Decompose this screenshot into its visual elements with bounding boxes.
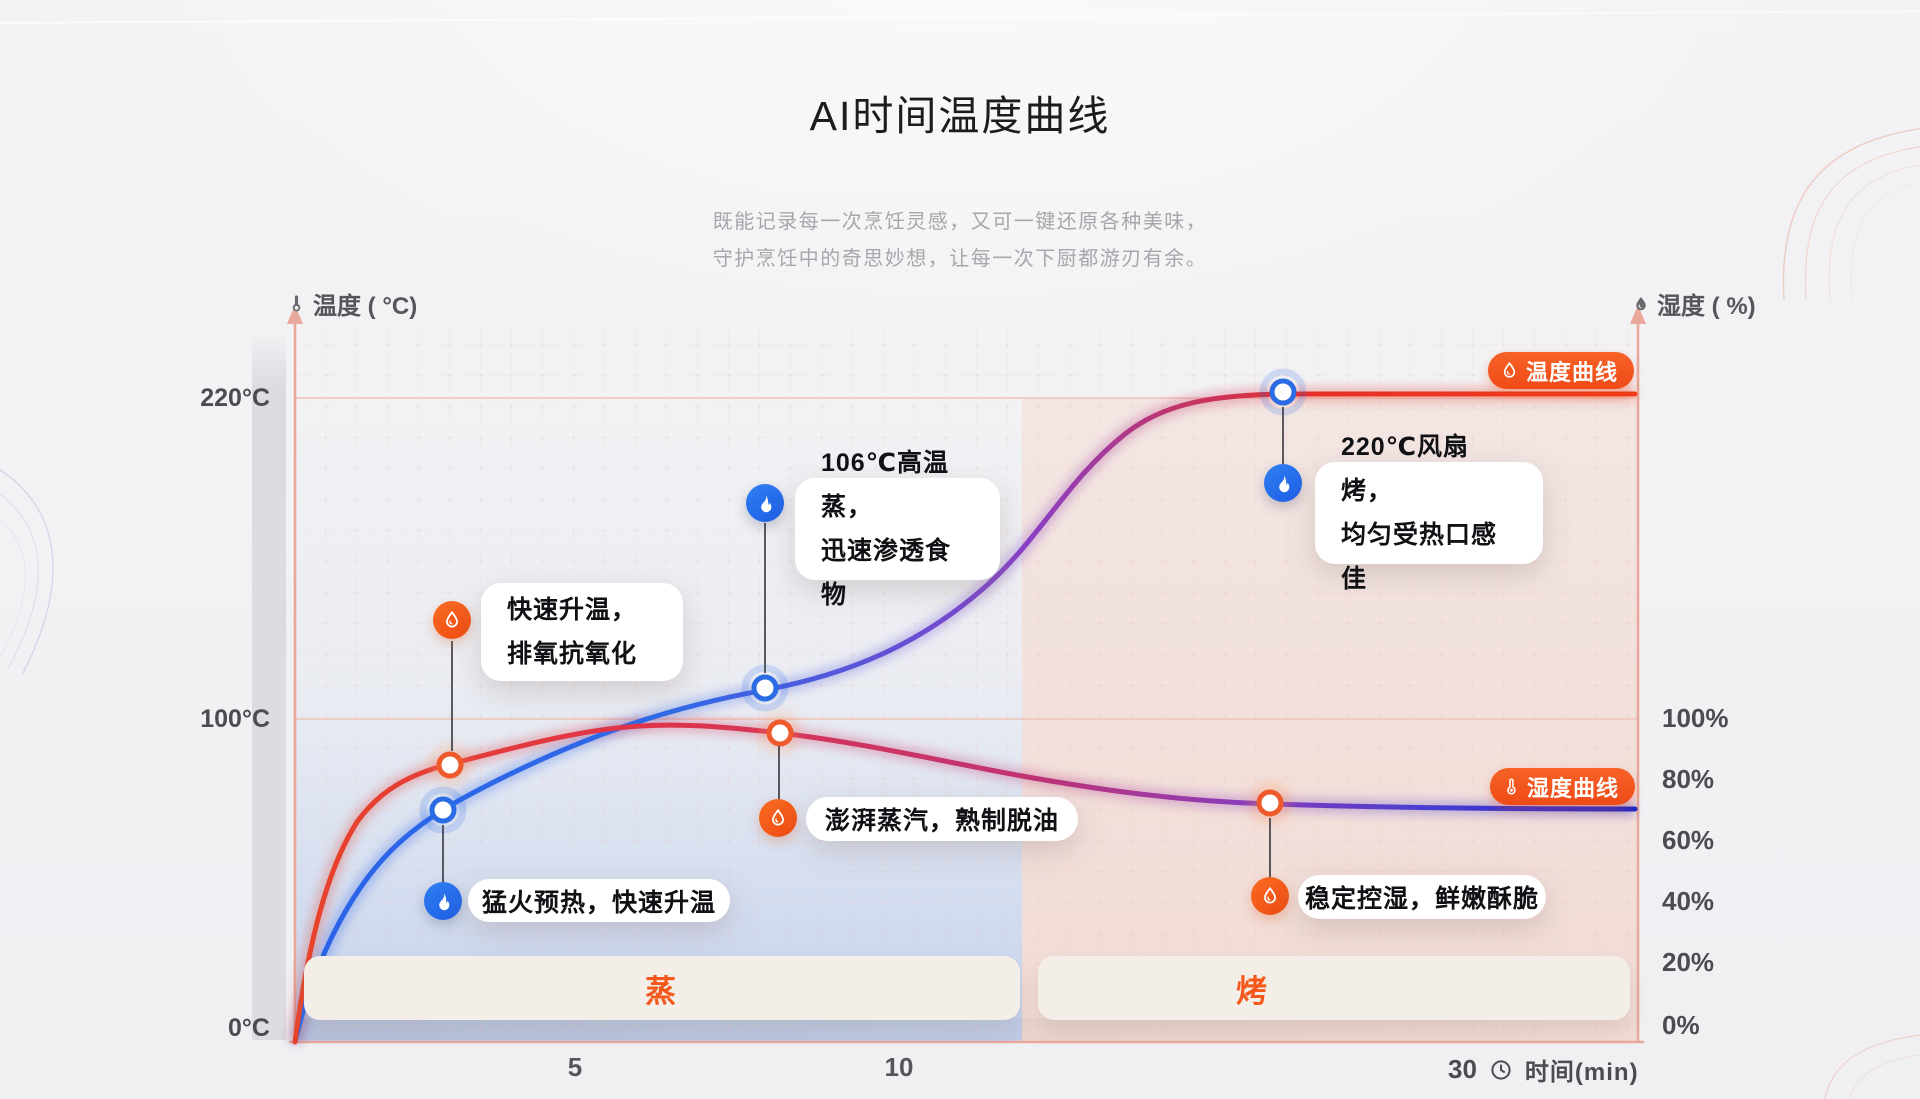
fastheat-icon-dot xyxy=(433,601,471,639)
callout-fast-heat-line1: 快速升温， xyxy=(507,596,638,624)
legend-temperature-badge[interactable]: 温度曲线 xyxy=(1488,352,1635,389)
humidity-axis-label: 湿度 ( %) xyxy=(1657,293,1756,320)
thermometer-icon xyxy=(292,294,301,311)
axis-wall-shadow xyxy=(252,332,286,1040)
callout-fast-heat-line2: 排氧抗氧化 xyxy=(507,640,638,668)
callout-preheat-text: 猛火预热，快速升温 xyxy=(481,888,716,917)
steam-power-icon-dot xyxy=(759,799,797,837)
callout-steam106-line2: 迅速渗透食物 xyxy=(821,537,952,609)
decor-swirl-corner xyxy=(1824,1034,1920,1099)
callout-steam106-line1: 106℃高温蒸， xyxy=(821,449,949,521)
hum-tick-100: 100% xyxy=(1662,703,1729,733)
decor-swirl-left xyxy=(0,469,54,675)
callout-steam-power-text: 澎湃蒸汽，熟制脱油 xyxy=(824,807,1059,835)
droplet-icon xyxy=(772,808,784,826)
callout-bake220: 220℃风扇烤， 均匀受热口感佳 xyxy=(1315,433,1543,593)
legend-humidity-badge[interactable]: 湿度曲线 xyxy=(1490,768,1636,805)
temperature-axis-label: 温度 ( °C) xyxy=(313,293,418,320)
connector-steam-power xyxy=(778,746,780,800)
humidity-control-icon-dot xyxy=(1251,877,1289,915)
zone-steam: 蒸 xyxy=(304,956,1020,1020)
temp-tick-220: 220°C xyxy=(200,384,270,412)
hum-tick-40: 40% xyxy=(1662,886,1715,916)
time-tick-30: 30 xyxy=(1448,1054,1477,1084)
zone-bake: 烤 xyxy=(1038,956,1630,1020)
connector-fastheat xyxy=(451,641,453,751)
connector-preheat xyxy=(442,825,444,883)
connector-steam106 xyxy=(764,523,766,673)
page-title: AI时间温度曲线 xyxy=(809,93,1111,139)
callout-steam-power: 澎湃蒸汽，熟制脱油 xyxy=(806,797,1078,841)
legend-humidity-label: 湿度曲线 xyxy=(1527,775,1620,801)
callout-humidity-control: 稳定控湿，鲜嫩酥脆 xyxy=(1298,875,1546,919)
top-edge-highlight xyxy=(0,10,1920,24)
hum-tick-0: 0% xyxy=(1662,1010,1700,1040)
callout-bake220-line1: 220℃风扇烤， xyxy=(1341,433,1469,505)
curve-plot xyxy=(287,305,1646,1045)
droplet-icon xyxy=(446,610,458,628)
callout-humidity-control-text: 稳定控湿，鲜嫩酥脆 xyxy=(1304,885,1539,913)
humidity-marker-control xyxy=(1248,781,1292,825)
humidity-marker-steam xyxy=(758,711,802,755)
preheat-icon-dot xyxy=(424,882,462,920)
callout-fast-heat: 快速升温， 排氧抗氧化 xyxy=(481,583,683,681)
droplet-icon xyxy=(1503,361,1516,378)
connector-humidity-control xyxy=(1269,818,1271,878)
connector-bake220 xyxy=(1282,407,1284,464)
temp-tick-100: 100°C xyxy=(200,705,270,733)
time-axis-label: 时间(min) xyxy=(1524,1059,1639,1086)
subtitle-line-2: 守护烹饪中的奇思妙想，让每一次下厨都游刃有余。 xyxy=(712,248,1208,270)
time-tick-5: 5 xyxy=(567,1052,583,1082)
flame-icon xyxy=(438,892,449,910)
thermometer-icon xyxy=(1507,778,1516,794)
time-axis-title-group: 30 时间(min) xyxy=(1448,1052,1639,1087)
droplet-icon xyxy=(1636,296,1646,310)
zone-bake-label: 烤 xyxy=(1236,973,1270,1009)
steam106-icon-dot xyxy=(746,484,784,522)
temp-tick-0: 0°C xyxy=(228,1014,270,1042)
hum-tick-60: 60% xyxy=(1662,825,1715,855)
zone-steam-label: 蒸 xyxy=(645,973,679,1009)
callout-preheat: 猛火预热，快速升温 xyxy=(468,879,730,922)
flame-icon xyxy=(760,494,771,512)
temperature-axis-title: 温度 ( °C) xyxy=(286,286,417,321)
hum-tick-80: 80% xyxy=(1662,764,1715,794)
clock-icon xyxy=(1491,1059,1511,1080)
hum-tick-20: 20% xyxy=(1662,947,1715,977)
subtitle-line-1: 既能记录每一次烹饪灵感，又可一键还原各种美味， xyxy=(712,211,1208,233)
humidity-axis-title: 湿度 ( %) xyxy=(1632,286,1756,321)
callout-bake220-line2: 均匀受热口感佳 xyxy=(1341,521,1498,593)
time-tick-10: 10 xyxy=(884,1052,914,1082)
flame-icon xyxy=(1278,474,1289,492)
humidity-marker-fastheat xyxy=(428,743,472,787)
legend-temperature-label: 温度曲线 xyxy=(1526,359,1619,385)
bake220-icon-dot xyxy=(1264,464,1302,502)
droplet-icon xyxy=(1264,886,1276,904)
callout-steam106: 106℃高温蒸， 迅速渗透食物 xyxy=(795,449,1000,609)
